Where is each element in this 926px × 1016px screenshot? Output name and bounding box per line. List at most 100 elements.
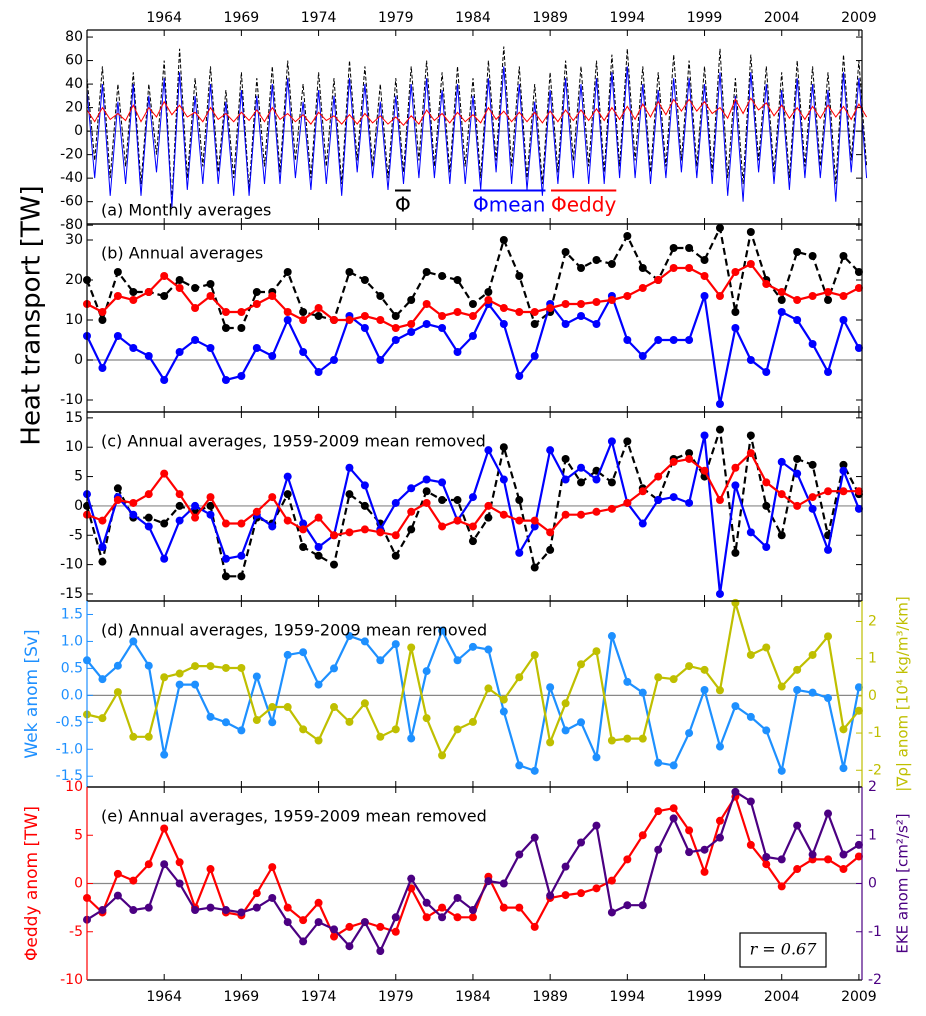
annotation-box (739, 932, 827, 968)
marker (314, 513, 323, 522)
marker (314, 898, 323, 907)
marker (499, 510, 508, 519)
marker (283, 703, 292, 712)
marker (407, 874, 416, 883)
marker (530, 516, 539, 525)
marker (700, 431, 709, 440)
marker (854, 504, 863, 513)
x-tick-label: 1964 (146, 989, 182, 1005)
marker (607, 632, 616, 641)
marker (731, 702, 740, 711)
marker (577, 889, 586, 898)
marker (777, 288, 786, 296)
marker (98, 308, 107, 316)
marker (824, 545, 833, 554)
marker (546, 304, 555, 312)
marker (592, 647, 601, 656)
marker (654, 673, 663, 682)
marker (808, 493, 817, 502)
marker (376, 947, 385, 956)
marker (607, 908, 616, 917)
marker (715, 425, 724, 434)
marker (268, 493, 277, 502)
marker (530, 308, 539, 316)
marker (191, 501, 200, 510)
marker (144, 860, 153, 869)
marker (577, 838, 586, 847)
marker (546, 528, 555, 537)
y-tick-label: -80 (60, 217, 83, 233)
marker (607, 478, 616, 487)
marker (391, 531, 400, 540)
panel-label: (d) Annual averages, 1959-2009 mean remo… (101, 621, 487, 640)
marker (391, 551, 400, 560)
marker (546, 545, 555, 554)
marker (623, 677, 632, 686)
marker (345, 268, 354, 276)
y-tick-label: 0 (74, 123, 83, 139)
series-line (86, 628, 860, 775)
marker (206, 280, 215, 288)
marker (376, 528, 385, 537)
marker (299, 648, 308, 657)
marker (407, 525, 416, 534)
marker (530, 833, 539, 842)
marker (484, 684, 493, 693)
y-tick-label: 1.0 (61, 633, 83, 649)
marker (144, 490, 153, 499)
y2-axis-label: EKE anom [cm²/s²] (894, 813, 912, 953)
marker (453, 308, 462, 316)
marker (422, 498, 431, 507)
legend-entry: Φ (395, 193, 411, 217)
marker (777, 882, 786, 891)
y-tick-label: 0.0 (61, 687, 83, 703)
marker (160, 519, 169, 528)
marker (515, 496, 524, 505)
marker (407, 296, 416, 304)
marker (746, 797, 755, 806)
marker (391, 312, 400, 320)
marker (731, 324, 740, 332)
y-tick-label: 0.5 (61, 660, 83, 676)
marker (360, 525, 369, 534)
marker (206, 493, 215, 502)
marker (98, 543, 107, 551)
marker (638, 901, 647, 910)
marker (283, 490, 292, 499)
y2-tick-label: 0 (868, 876, 877, 892)
x-tick-label: 2009 (841, 10, 877, 26)
marker (623, 437, 632, 446)
marker (237, 908, 246, 917)
marker (808, 650, 817, 659)
marker (453, 496, 462, 505)
marker (561, 510, 570, 519)
marker (700, 256, 709, 264)
marker (515, 516, 524, 525)
marker (824, 487, 833, 496)
marker (237, 572, 246, 581)
y-axis-label: Φeddy anom [TW] (22, 806, 42, 961)
marker (360, 481, 369, 490)
marker (113, 688, 122, 697)
x-tick-label: 1999 (687, 10, 723, 26)
marker (175, 680, 184, 689)
marker (98, 906, 107, 915)
marker (144, 352, 153, 360)
marker (438, 496, 447, 505)
marker (592, 507, 601, 516)
marker (391, 640, 400, 649)
marker (654, 336, 663, 344)
marker (175, 284, 184, 292)
marker (345, 528, 354, 537)
marker (839, 764, 848, 773)
marker (638, 352, 647, 360)
marker (468, 312, 477, 320)
y-tick-label: 5 (74, 469, 83, 485)
x-tick-label: 1979 (378, 10, 414, 26)
marker (577, 312, 586, 320)
y-tick-label: 10 (65, 779, 83, 795)
marker (715, 742, 724, 751)
marker (839, 487, 848, 496)
marker (360, 276, 369, 284)
marker (252, 903, 261, 912)
